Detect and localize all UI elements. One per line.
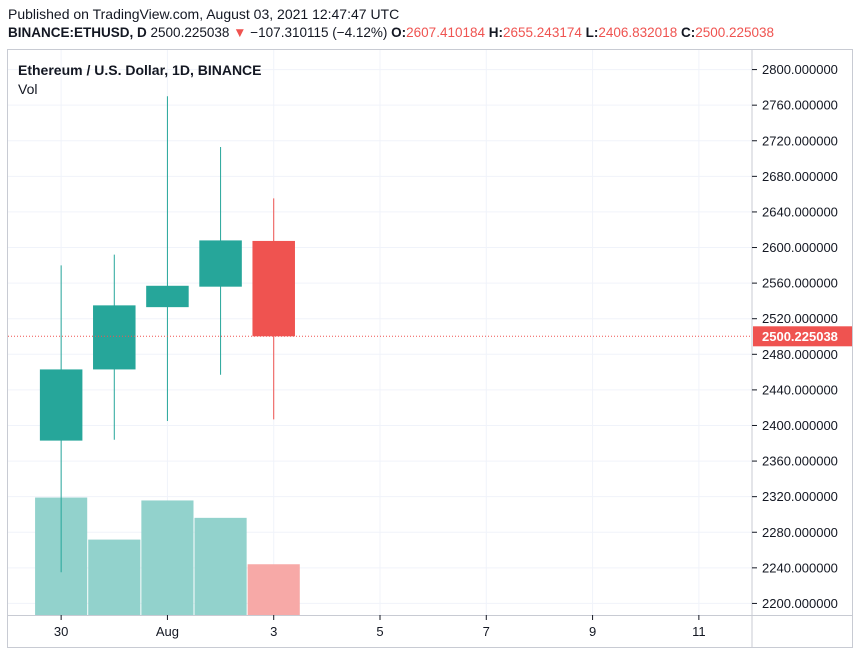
close-label: C:	[680, 25, 696, 40]
y-tick-label: 2440.000000	[762, 382, 838, 397]
chart-legend-title: Ethereum / U.S. Dollar, 1D, BINANCE	[18, 62, 262, 78]
volume-bar	[88, 539, 141, 615]
y-tick-label: 2560.000000	[762, 276, 838, 291]
volume-bar	[247, 564, 300, 615]
x-tick-label: 30	[54, 624, 68, 639]
y-tick-label: 2720.000000	[762, 133, 838, 148]
symbol-label: BINANCE:ETHUSD, D	[8, 25, 147, 40]
volume-bar	[194, 517, 247, 615]
candle-body	[199, 240, 242, 287]
x-tick-label: Aug	[156, 624, 179, 639]
x-tick-label: 3	[270, 624, 277, 639]
y-tick-label: 2480.000000	[762, 347, 838, 362]
open-label: O:	[391, 25, 407, 40]
y-tick-label: 2680.000000	[762, 169, 838, 184]
price-change: −107.310115 (−4.12%)	[250, 25, 388, 40]
high-value: 2655.243174	[503, 25, 582, 40]
y-tick-label: 2320.000000	[762, 489, 838, 504]
y-tick-label: 2200.000000	[762, 596, 838, 611]
y-tick-label: 2640.000000	[762, 204, 838, 219]
y-tick-label: 2240.000000	[762, 560, 838, 575]
y-tick-label: 2360.000000	[762, 454, 838, 469]
volume-legend: Vol	[18, 81, 38, 97]
low-value: 2406.832018	[598, 25, 678, 40]
x-tick-label: 11	[692, 624, 706, 639]
change-arrow-icon: ▼	[233, 25, 247, 40]
y-tick-label: 2280.000000	[762, 525, 838, 540]
x-tick-label: 5	[376, 624, 383, 639]
candle-body	[252, 240, 295, 337]
chart-frame	[7, 49, 853, 648]
open-value: 2607.410184	[406, 25, 485, 40]
y-tick-label: 2760.000000	[762, 98, 838, 113]
y-tick-label: 2400.000000	[762, 418, 838, 433]
last-price-label: 2500.225038	[762, 329, 838, 344]
x-tick-label: 9	[589, 624, 596, 639]
close-value: 2500.225038	[695, 25, 775, 40]
x-tick-label: 7	[483, 624, 490, 639]
candle-body	[93, 305, 136, 370]
last-price-badge	[753, 326, 852, 347]
low-label: L:	[585, 25, 599, 40]
y-tick-label: 2800.000000	[762, 62, 838, 77]
ohlc-header: BINANCE:ETHUSD, D 2500.225038 ▼ −107.310…	[8, 25, 774, 40]
published-line: Published on TradingView.com, August 03,…	[8, 6, 400, 22]
high-label: H:	[488, 25, 504, 40]
y-tick-label: 2600.000000	[762, 240, 838, 255]
candle-body	[39, 369, 83, 441]
y-tick-label: 2520.000000	[762, 311, 838, 326]
volume-bar	[141, 500, 194, 615]
last-price: 2500.225038	[150, 25, 230, 40]
candle-body	[146, 285, 189, 308]
